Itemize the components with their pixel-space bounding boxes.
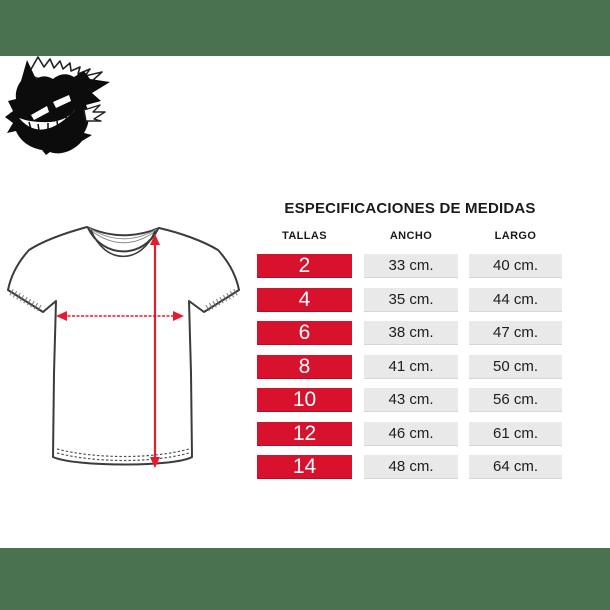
largo-cell: 44 cm. [469,287,562,312]
ancho-arrow [56,311,184,321]
size-badge: 12 [257,421,352,446]
bottom-green-band [0,548,610,610]
tshirt-outline-icon [7,226,240,468]
table-row: 8 41 cm. 50 cm. [257,354,562,379]
table-row: 14 48 cm. 64 cm. [257,455,562,479]
gengar-silhouette-icon [5,56,110,155]
column-headers: TALLAS ANCHO LARGO [257,230,563,242]
largo-cell: 47 cm. [469,321,562,345]
table-row: 10 43 cm. 56 cm. [257,388,562,412]
ancho-cell: 38 cm. [364,321,458,345]
table-title: ESPECIFICACIONES DE MEDIDAS [284,200,536,217]
size-badge: 2 [257,254,352,278]
size-rows: 2 33 cm. 40 cm. 4 35 cm. 44 cm. 6 38 cm.… [257,254,562,489]
ancho-cell: 48 cm. [364,455,458,479]
ancho-cell: 46 cm. [364,421,458,446]
table-row: 2 33 cm. 40 cm. [257,254,562,278]
brand-logo [2,55,122,155]
size-badge: 8 [257,354,352,379]
largo-cell: 61 cm. [469,421,562,446]
ancho-cell: 43 cm. [364,388,458,412]
table-row: 6 38 cm. 47 cm. [257,321,562,345]
column-header-largo: LARGO [494,230,537,242]
ancho-cell: 35 cm. [364,287,458,312]
size-badge: 4 [257,287,352,312]
column-header-tallas: TALLAS [282,230,327,242]
largo-cell: 40 cm. [469,254,562,278]
table-row: 12 46 cm. 61 cm. [257,421,562,446]
ancho-cell: 33 cm. [364,254,458,278]
ancho-cell: 41 cm. [364,354,458,379]
size-badge: 6 [257,321,352,345]
largo-cell: 50 cm. [469,354,562,379]
tshirt-measurement-diagram [5,213,245,483]
table-row: 4 35 cm. 44 cm. [257,287,562,312]
size-badge: 10 [257,388,352,412]
largo-cell: 56 cm. [469,388,562,412]
size-badge: 14 [257,455,352,479]
largo-arrow [150,234,160,468]
column-header-ancho: ANCHO [389,230,433,242]
largo-cell: 64 cm. [469,455,562,479]
top-green-band [0,0,610,56]
